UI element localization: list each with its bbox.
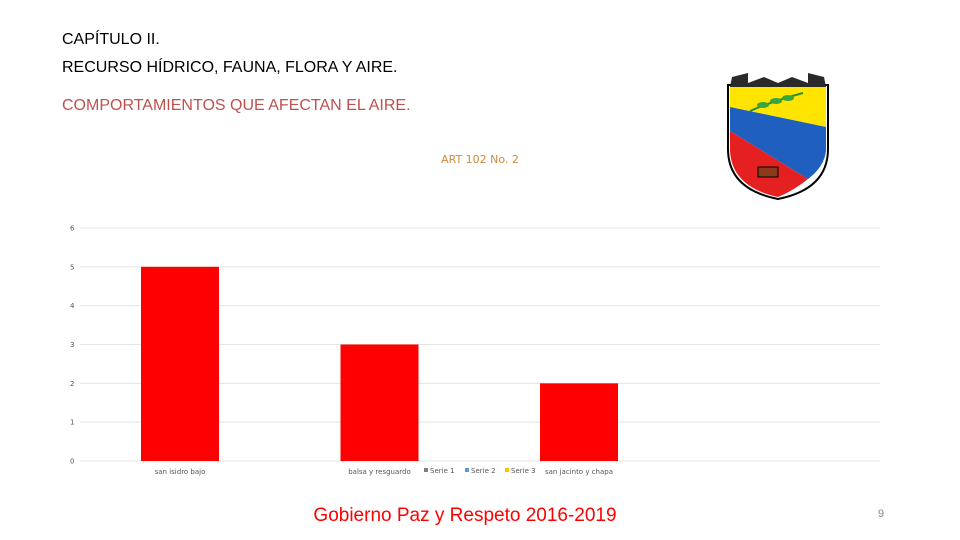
y-tick-label: 5 xyxy=(70,263,74,271)
y-tick-label: 0 xyxy=(70,458,74,466)
legend-label: Serie 1 xyxy=(430,467,455,475)
chart-legend: Serie 1 Serie 2 Serie 3 xyxy=(424,467,536,475)
legend-swatch xyxy=(505,468,509,472)
chapter-subtitle: RECURSO HÍDRICO, FAUNA, FLORA Y AIRE. xyxy=(62,59,398,76)
y-axis-ticks: 0 1 2 3 4 5 6 xyxy=(70,225,75,466)
y-tick-label: 3 xyxy=(70,341,74,349)
page-number: 9 xyxy=(878,508,885,520)
y-tick-label: 4 xyxy=(70,302,75,310)
y-tick-label: 2 xyxy=(70,380,74,388)
x-category-label: san isidro bajo xyxy=(155,468,206,476)
footer-text: Gobierno Paz y Respeto 2016-2019 xyxy=(313,505,617,526)
y-tick-label: 1 xyxy=(70,419,74,427)
chart-title: ART 102 No. 2 xyxy=(441,153,519,166)
legend-label: Serie 2 xyxy=(471,467,496,475)
bar xyxy=(540,383,618,461)
x-axis-labels: san isidro bajo balsa y resguardo san jaci… xyxy=(155,468,613,476)
x-category-label: balsa y resguardo xyxy=(348,468,411,476)
san-jose-de-pare-logo xyxy=(718,71,838,201)
bar xyxy=(141,266,219,461)
legend-label: Serie 3 xyxy=(511,467,536,475)
bar xyxy=(340,344,419,461)
bar-chart: ART 102 No. 2 0 1 2 3 4 5 6 san isidro bajo bal… xyxy=(70,153,880,476)
chapter-title: CAPÍTULO II. xyxy=(62,31,160,48)
x-category-label: san jacinto y chapa xyxy=(545,468,613,476)
legend-swatch xyxy=(424,468,428,472)
section-title: COMPORTAMIENTOS QUE AFECTAN EL AIRE. xyxy=(62,97,411,114)
chart-bars xyxy=(141,266,618,461)
y-tick-label: 6 xyxy=(70,225,75,233)
legend-swatch xyxy=(465,468,469,472)
